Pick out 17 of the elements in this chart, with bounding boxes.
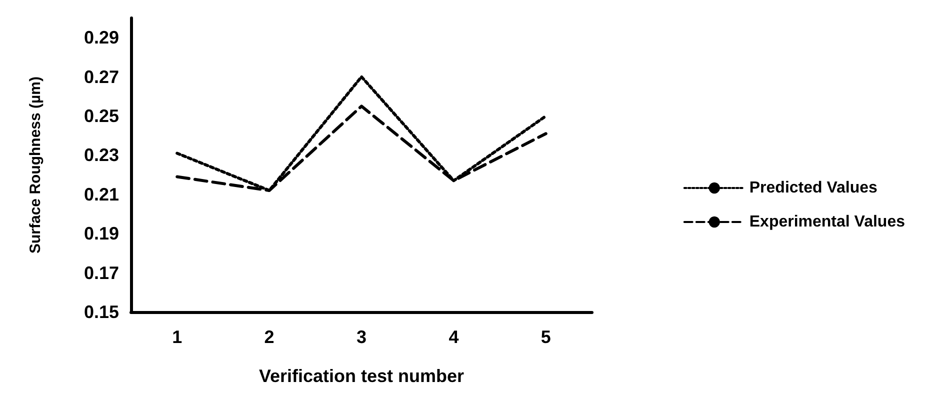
legend-label: Experimental Values [749, 214, 906, 230]
x-tick-label: 5 [540, 327, 551, 347]
y-axis-title: Surface Roughness (µm) [27, 76, 44, 254]
y-tick-label: 0.15 [84, 302, 119, 322]
x-tick-label: 2 [264, 327, 274, 347]
x-tick-label: 3 [356, 327, 367, 347]
y-tick-label: 0.25 [84, 106, 119, 126]
x-tick-label: 4 [448, 327, 459, 347]
y-tick-label: 0.17 [84, 262, 119, 283]
y-tick-label: 0.27 [84, 66, 119, 87]
legend-label: Predicted Values [749, 180, 878, 196]
x-axis-title: Verification test number [258, 366, 464, 386]
y-tick-label: 0.21 [84, 184, 119, 204]
x-tick-label: 1 [172, 327, 182, 347]
y-tick-label: 0.19 [84, 224, 119, 244]
y-tick-label: 0.23 [84, 145, 119, 166]
y-tick-label: 0.29 [84, 28, 119, 48]
